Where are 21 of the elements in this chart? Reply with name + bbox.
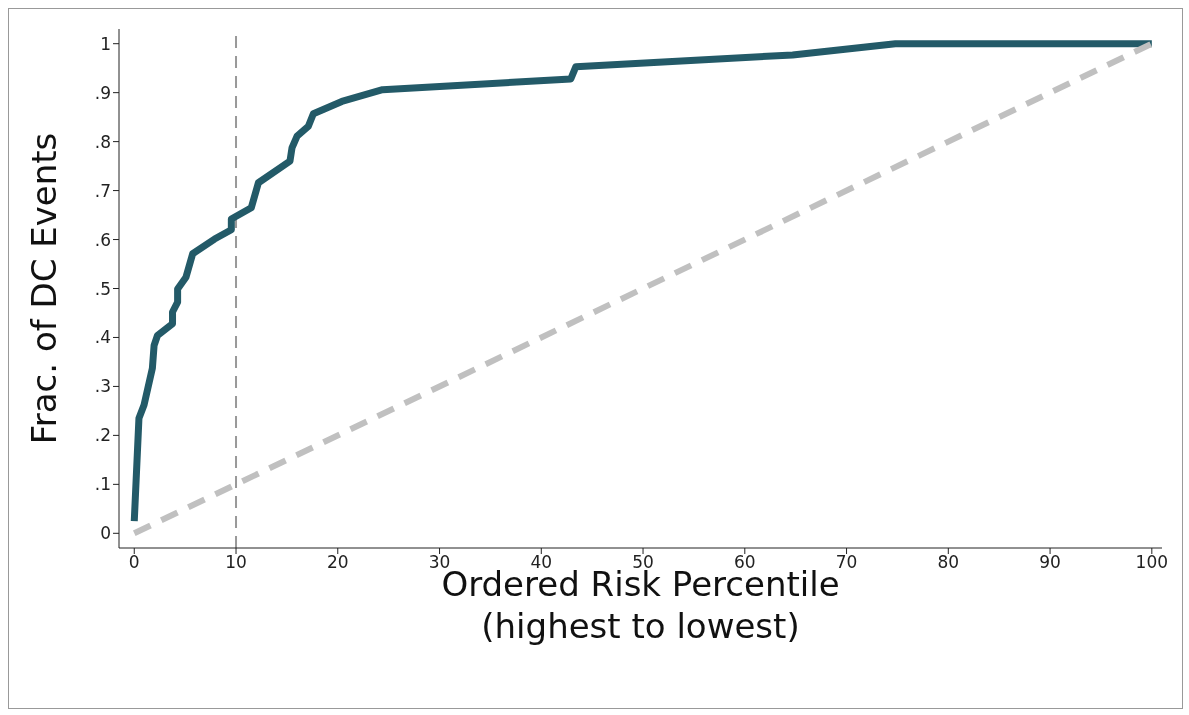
y-tick-label: .2 [94,425,111,446]
x-tick-label: 20 [326,552,349,573]
x-tick-label: 90 [1039,552,1061,573]
y-tick-label: .1 [94,474,111,495]
y-tick-label: .8 [94,131,111,152]
y-tick-label: .5 [94,278,111,299]
y-tick-label: .6 [94,229,111,250]
y-axis-title: Frac. of DC Events [24,132,65,445]
x-tick-label: 70 [835,552,858,573]
x-tick-label: 100 [1135,552,1169,573]
x-tick-label: 0 [128,552,140,573]
y-tick-label: 0 [100,523,111,544]
x-tick-label: 10 [225,552,247,573]
y-tick-label: .7 [94,180,111,201]
x-tick-label: 80 [937,552,960,573]
y-tick-label: .3 [94,376,111,397]
y-tick-label: 1 [100,33,111,54]
y-tick-label: .4 [94,327,111,348]
x-tick-label: 40 [530,552,553,573]
y-tick-label: .9 [94,82,111,103]
x-tick-label: 60 [733,552,756,573]
